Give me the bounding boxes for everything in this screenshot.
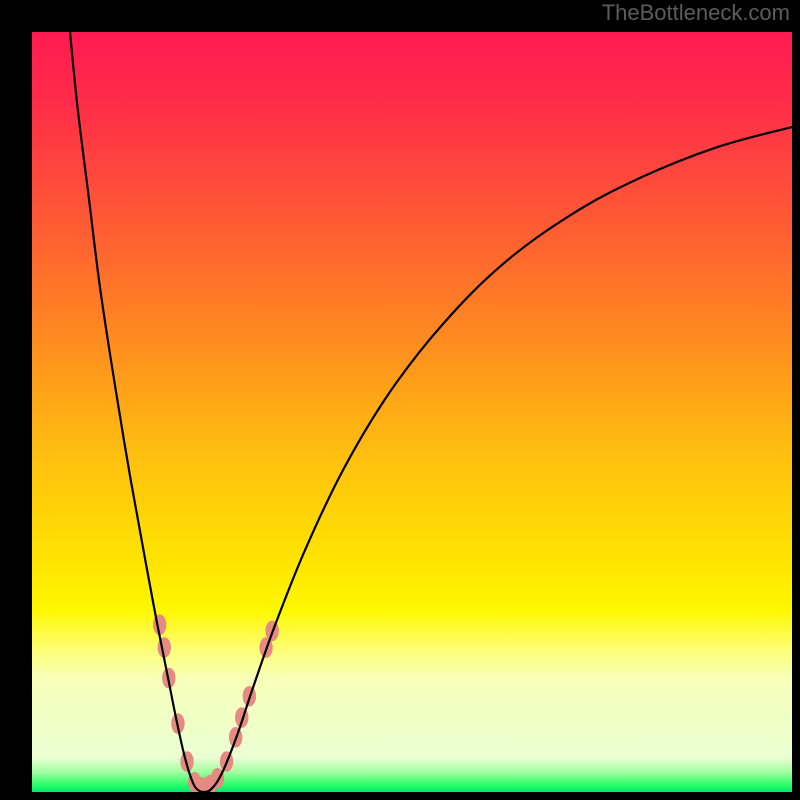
curve-left (70, 32, 201, 792)
chart-frame (0, 0, 800, 800)
bottleneck-curve (32, 32, 792, 792)
watermark-text: TheBottleneck.com (602, 0, 790, 26)
plot-area (32, 32, 792, 792)
curve-right (201, 127, 792, 792)
